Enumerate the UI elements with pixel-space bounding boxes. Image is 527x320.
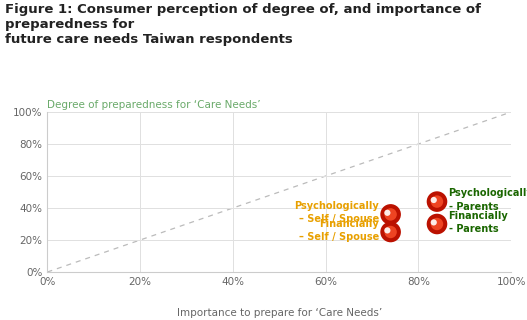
Point [383,228,392,233]
Point [430,197,438,203]
Text: Degree of preparedness for ‘Care Needs’: Degree of preparedness for ‘Care Needs’ [47,100,261,110]
Text: Importance to prepare for ‘Care Needs’: Importance to prepare for ‘Care Needs’ [177,308,382,318]
Text: Figure 1: Consumer perception of degree of, and importance of preparedness for
f: Figure 1: Consumer perception of degree … [5,3,481,46]
Point [430,220,438,225]
Text: Financially
– Self / Spouse: Financially – Self / Spouse [299,219,379,242]
Point [386,229,395,235]
Point [433,199,441,204]
Point [433,199,441,204]
Point [386,229,395,235]
Point [383,210,392,215]
Point [386,212,395,217]
Text: Psychologically
- Parents: Psychologically - Parents [448,188,527,212]
Point [433,221,441,227]
Text: Psychologically
– Self / Spouse: Psychologically – Self / Spouse [294,201,379,224]
Point [386,212,395,217]
Point [433,221,441,227]
Text: Financially
- Parents: Financially - Parents [448,211,509,234]
